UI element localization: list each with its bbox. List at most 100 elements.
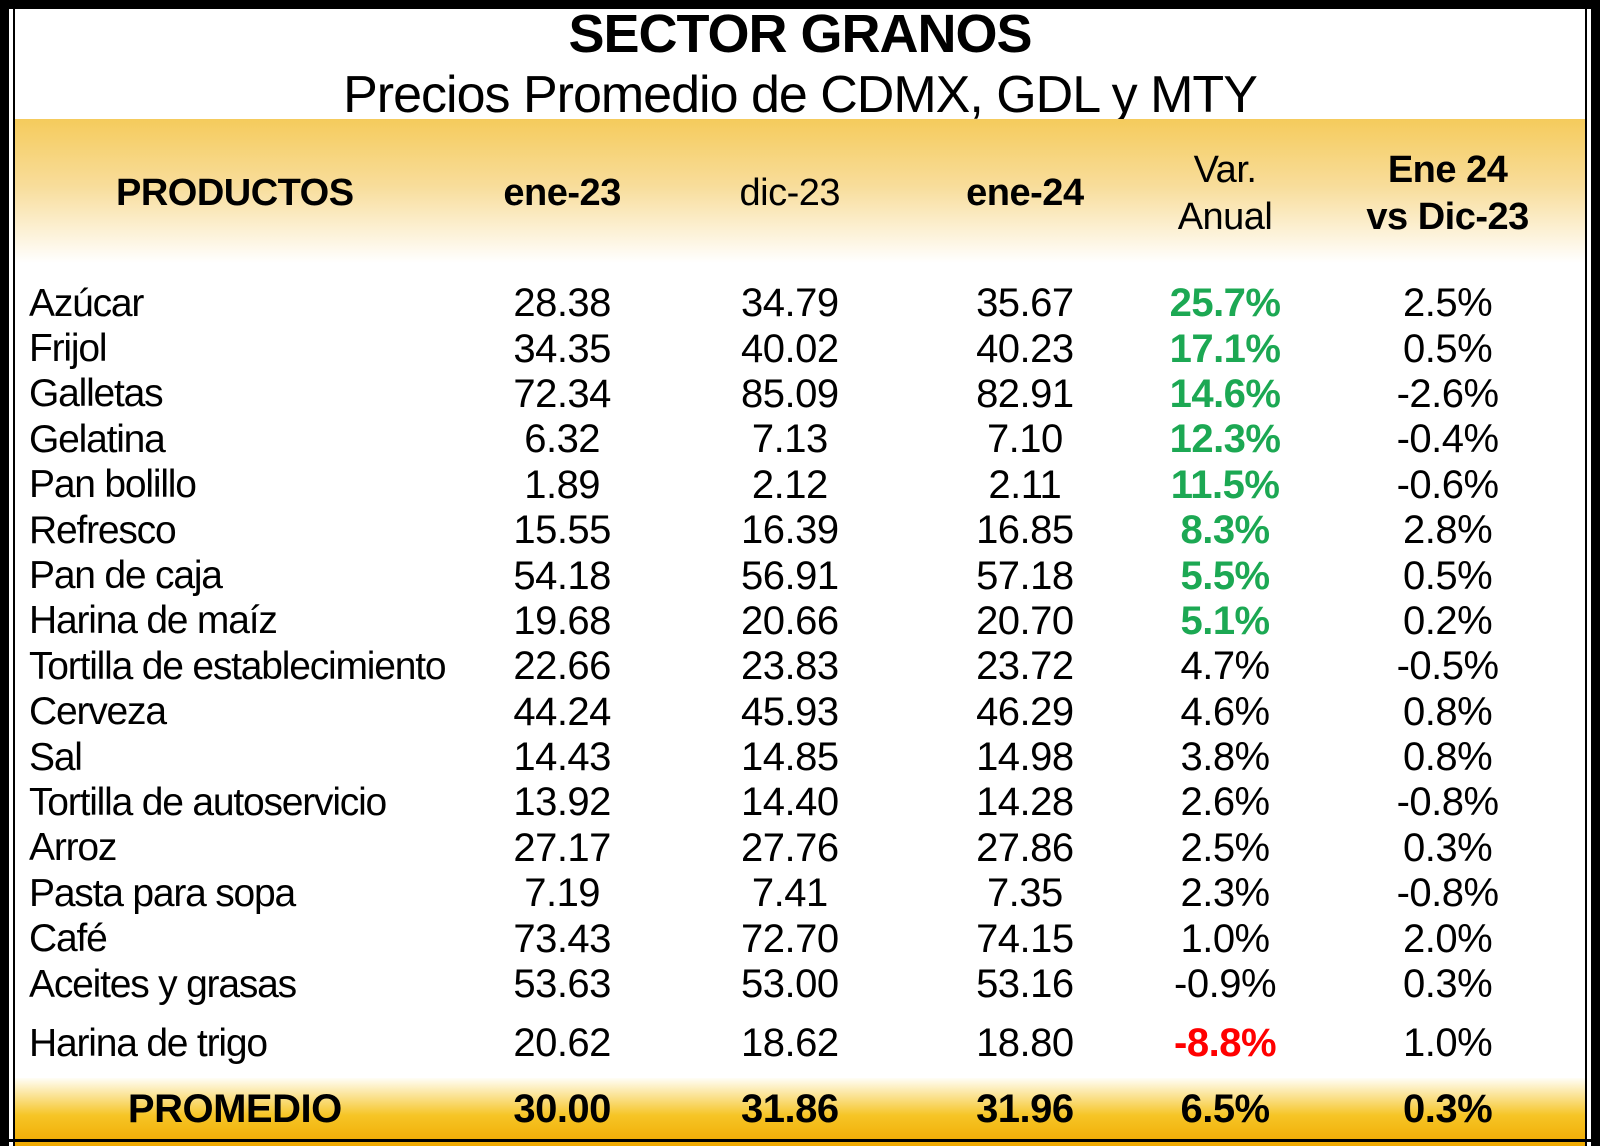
price-ene24-cell: 74.15 [976, 916, 1074, 961]
product-name-cell: Pan bolillo [29, 463, 197, 507]
table-row: Harina de maíz 19.68 20.66 20.70 5.1% 0.… [15, 599, 1585, 644]
price-ene23-cell: 44.24 [513, 689, 611, 734]
ene24-vs-dic23-cell: 2.5% [1403, 281, 1493, 326]
price-ene23-cell: 7.19 [524, 871, 601, 916]
promedio-ene23: 30.00 [513, 1086, 611, 1131]
price-ene23-cell: 53.63 [513, 962, 611, 1007]
var-anual-cell: -0.9% [1174, 962, 1277, 1007]
price-ene24-cell: 57.18 [976, 553, 1074, 598]
ene24-vs-dic23-cell: 1.0% [1403, 1021, 1493, 1066]
product-name-cell: Cerveza [29, 690, 167, 734]
price-ene24-cell: 7.35 [986, 871, 1063, 916]
product-name-cell: Arroz [29, 826, 117, 870]
table-row: Pan bolillo 1.89 2.12 2.11 11.5% -0.6% [15, 463, 1585, 508]
price-dic23-cell: 85.09 [740, 371, 839, 416]
price-dic23-cell: 2.12 [751, 462, 828, 507]
page-title: SECTOR GRANOS [568, 4, 1032, 64]
price-dic23-cell: 7.13 [751, 417, 828, 462]
price-dic23-cell: 45.93 [740, 689, 839, 734]
ene24-vs-dic23-cell: -0.8% [1396, 871, 1499, 916]
price-dic23-cell: 53.00 [740, 962, 839, 1007]
price-ene23-cell: 13.92 [513, 780, 611, 825]
ene24-vs-dic23-cell: -0.6% [1396, 462, 1499, 507]
product-name-cell: Azúcar [29, 281, 144, 325]
price-dic23-cell: 27.76 [740, 825, 839, 870]
price-ene24-cell: 7.10 [986, 417, 1063, 462]
var-anual-cell: 5.1% [1180, 598, 1270, 643]
price-dic23-cell: 34.79 [740, 281, 839, 326]
price-dic23-cell: 14.85 [740, 735, 839, 780]
ene24-vs-dic23-cell: 2.8% [1403, 508, 1493, 553]
var-anual-cell: 4.7% [1180, 644, 1270, 689]
price-dic23-cell: 16.39 [740, 508, 839, 553]
table-box: SECTOR GRANOS Precios Promedio de CDMX, … [0, 4, 1600, 1146]
price-ene24-cell: 27.86 [976, 825, 1074, 870]
table-row: Gelatina 6.32 7.13 7.10 12.3% -0.4% [15, 417, 1585, 462]
ene24-vs-dic23-cell: -0.4% [1396, 417, 1499, 462]
product-name-cell: Café [29, 917, 108, 961]
price-ene24-cell: 14.28 [976, 780, 1074, 825]
price-ene23-cell: 1.89 [524, 462, 601, 507]
var-anual-cell: -8.8% [1174, 1021, 1277, 1066]
table-row: Tortilla de autoservicio 13.92 14.40 14.… [15, 780, 1585, 825]
price-ene24-cell: 46.29 [976, 689, 1074, 734]
table-row: Refresco 15.55 16.39 16.85 8.3% 2.8% [15, 508, 1585, 553]
column-header-ene-23: ene-23 [503, 172, 621, 215]
promedio-row: PROMEDIO 30.00 31.86 31.96 6.5% 0.3% [0, 1078, 1600, 1146]
price-dic23-cell: 7.41 [751, 871, 828, 916]
promedio-dic23: 31.86 [740, 1086, 839, 1131]
column-header-var-anual: Var. Anual [1177, 148, 1273, 239]
product-name-cell: Refresco [29, 508, 177, 552]
var-anual-cell: 17.1% [1169, 326, 1281, 371]
price-ene23-cell: 22.66 [513, 644, 611, 689]
price-ene23-cell: 34.35 [513, 326, 611, 371]
ene24-vs-dic23-cell: -0.5% [1396, 644, 1499, 689]
price-ene23-cell: 19.68 [513, 598, 611, 643]
ene24-vs-dic23-cell: 0.3% [1403, 825, 1493, 870]
price-ene24-cell: 20.70 [976, 598, 1074, 643]
ene24-vs-dic23-cell: 2.0% [1403, 916, 1493, 961]
table-row: Frijol 34.35 40.02 40.23 17.1% 0.5% [15, 326, 1585, 371]
price-ene23-cell: 72.34 [513, 371, 611, 416]
ene24-vs-dic23-cell: 0.8% [1403, 735, 1493, 780]
price-ene24-cell: 82.91 [976, 371, 1074, 416]
product-name-cell: Sal [29, 735, 83, 779]
price-ene24-cell: 23.72 [976, 644, 1074, 689]
table-row: Arroz 27.17 27.76 27.86 2.5% 0.3% [15, 826, 1585, 871]
product-name-cell: Gelatina [29, 417, 166, 461]
var-anual-cell: 4.6% [1180, 689, 1270, 734]
var-anual-cell: 2.3% [1180, 871, 1270, 916]
price-ene24-cell: 53.16 [976, 962, 1074, 1007]
table-row: Aceites y grasas 53.63 53.00 53.16 -0.9%… [15, 962, 1585, 1007]
promedio-ene24: 31.96 [976, 1086, 1074, 1131]
column-header-ene-24: ene-24 [966, 172, 1084, 215]
price-dic23-cell: 23.83 [740, 644, 839, 689]
price-ene23-cell: 14.43 [513, 735, 611, 780]
table-row: Tortilla de establecimiento 22.66 23.83 … [15, 644, 1585, 689]
price-ene23-cell: 6.32 [524, 417, 601, 462]
title-block: SECTOR GRANOS Precios Promedio de CDMX, … [15, 4, 1585, 121]
promedio-var-anual: 6.5% [1180, 1086, 1270, 1131]
price-dic23-cell: 56.91 [740, 553, 839, 598]
price-ene23-cell: 73.43 [513, 916, 611, 961]
table-row: Pan de caja 54.18 56.91 57.18 5.5% 0.5% [15, 553, 1585, 598]
ene24-vs-dic23-cell: -2.6% [1396, 371, 1499, 416]
price-ene23-cell: 28.38 [513, 281, 611, 326]
price-ene24-cell: 35.67 [976, 281, 1074, 326]
product-name-cell: Frijol [29, 327, 107, 371]
table-row: Galletas 72.34 85.09 82.91 14.6% -2.6% [15, 372, 1585, 417]
var-anual-cell: 5.5% [1180, 553, 1270, 598]
price-dic23-cell: 72.70 [740, 916, 839, 961]
promedio-label: PROMEDIO [127, 1086, 342, 1131]
ene24-vs-dic23-cell: 0.8% [1403, 689, 1493, 734]
product-name-cell: Harina de trigo [29, 1021, 268, 1065]
var-anual-cell: 1.0% [1180, 916, 1270, 961]
price-ene23-cell: 54.18 [513, 553, 611, 598]
var-anual-cell: 2.6% [1180, 780, 1270, 825]
var-anual-cell: 14.6% [1169, 371, 1281, 416]
table-row: Sal 14.43 14.85 14.98 3.8% 0.8% [15, 735, 1585, 780]
table-row: Azúcar 28.38 34.79 35.67 25.7% 2.5% [15, 281, 1585, 326]
var-anual-cell: 12.3% [1169, 417, 1281, 462]
price-dic23-cell: 14.40 [740, 780, 839, 825]
